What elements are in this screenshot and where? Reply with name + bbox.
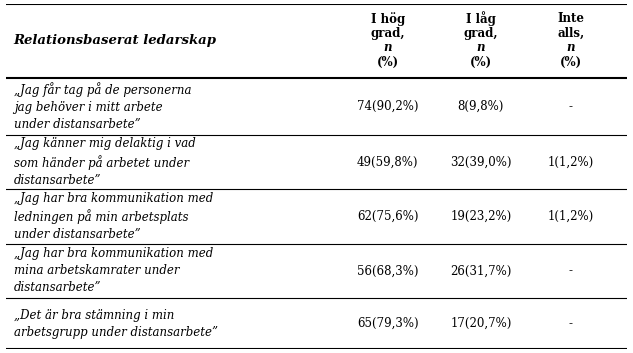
Text: „Jag känner mig delaktig i vad
som händer på arbetet under
distansarbete”: „Jag känner mig delaktig i vad som hände… — [14, 137, 196, 187]
Text: 17(20,7%): 17(20,7%) — [450, 317, 511, 330]
Text: 1(1,2%): 1(1,2%) — [548, 156, 594, 169]
Text: -: - — [569, 317, 573, 330]
Text: n: n — [384, 42, 392, 54]
Text: 65(79,3%): 65(79,3%) — [357, 317, 418, 330]
Text: -: - — [569, 100, 573, 113]
Text: 8(9,8%): 8(9,8%) — [458, 100, 504, 113]
Text: I hög: I hög — [371, 12, 405, 26]
Text: I låg: I låg — [466, 12, 496, 26]
Text: (%): (%) — [560, 56, 582, 69]
Text: (%): (%) — [470, 56, 492, 69]
Text: (%): (%) — [377, 56, 399, 69]
Text: 49(59,8%): 49(59,8%) — [357, 156, 418, 169]
Text: n: n — [567, 42, 575, 54]
Text: 62(75,6%): 62(75,6%) — [357, 210, 418, 223]
Text: „Jag har bra kommunikation med
mina arbetskamrater under
distansarbete”: „Jag har bra kommunikation med mina arbe… — [14, 247, 213, 294]
Text: -: - — [569, 264, 573, 277]
Text: 26(31,7%): 26(31,7%) — [450, 264, 511, 277]
Text: „Det är bra stämning i min
arbetsgrupp under distansarbete”: „Det är bra stämning i min arbetsgrupp u… — [14, 309, 218, 339]
Text: 1(1,2%): 1(1,2%) — [548, 210, 594, 223]
Text: grad,: grad, — [370, 27, 405, 40]
Text: 56(68,3%): 56(68,3%) — [357, 264, 418, 277]
Text: Inte: Inte — [557, 12, 584, 25]
Text: n: n — [477, 42, 485, 54]
Text: „Jag får tag på de personerna
jag behöver i mitt arbete
under distansarbete”: „Jag får tag på de personerna jag behöve… — [14, 82, 191, 131]
Text: Relationsbaserat ledarskap: Relationsbaserat ledarskap — [14, 34, 216, 47]
Text: 19(23,2%): 19(23,2%) — [450, 210, 511, 223]
Text: „Jag har bra kommunikation med
ledningen på min arbetsplats
under distansarbete”: „Jag har bra kommunikation med ledningen… — [14, 192, 213, 241]
Text: alls,: alls, — [557, 27, 584, 40]
Text: 32(39,0%): 32(39,0%) — [450, 156, 511, 169]
Text: grad,: grad, — [463, 27, 498, 40]
Text: 74(90,2%): 74(90,2%) — [357, 100, 418, 113]
